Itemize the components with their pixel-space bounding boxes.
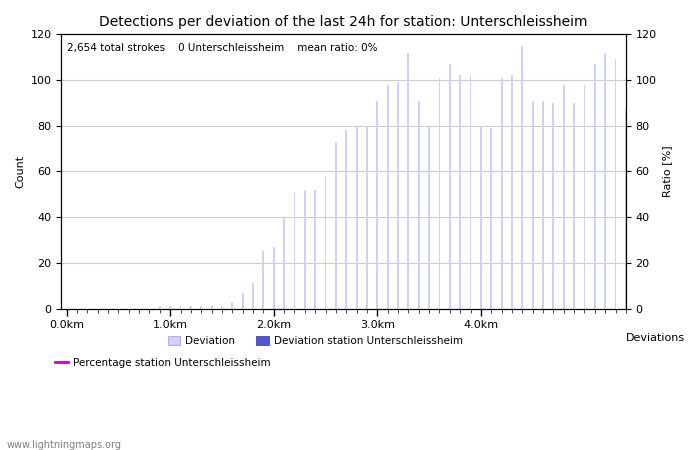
Bar: [594, 64, 596, 309]
Bar: [377, 101, 378, 309]
Y-axis label: Count: Count: [15, 155, 25, 188]
Bar: [284, 217, 285, 309]
Bar: [345, 130, 347, 309]
Text: 2,654 total strokes    0 Unterschleissheim    mean ratio: 0%: 2,654 total strokes 0 Unterschleissheim …: [67, 43, 377, 53]
Bar: [480, 126, 482, 309]
Bar: [615, 59, 617, 309]
Bar: [604, 53, 606, 309]
Bar: [252, 284, 254, 309]
Bar: [500, 78, 503, 309]
Bar: [511, 76, 513, 309]
Bar: [470, 76, 471, 309]
Bar: [438, 78, 440, 309]
Bar: [407, 53, 410, 309]
Bar: [241, 292, 244, 309]
Bar: [532, 101, 533, 309]
Bar: [418, 101, 420, 309]
Bar: [552, 103, 554, 309]
Bar: [262, 252, 265, 309]
Bar: [428, 126, 430, 309]
Bar: [459, 76, 461, 309]
Bar: [573, 103, 575, 309]
Bar: [211, 306, 213, 309]
Bar: [584, 85, 585, 309]
Bar: [397, 82, 399, 309]
Bar: [232, 302, 233, 309]
Bar: [169, 306, 171, 309]
Bar: [563, 85, 565, 309]
Bar: [180, 306, 181, 309]
Bar: [200, 306, 202, 309]
Bar: [356, 126, 358, 309]
Bar: [221, 306, 223, 309]
Bar: [335, 142, 337, 309]
Bar: [522, 46, 523, 309]
Bar: [273, 247, 274, 309]
Text: Deviations: Deviations: [626, 333, 685, 343]
Title: Detections per deviation of the last 24h for station: Unterschleissheim: Detections per deviation of the last 24h…: [99, 15, 588, 29]
Bar: [625, 110, 626, 309]
Bar: [159, 306, 161, 309]
Bar: [490, 128, 492, 309]
Bar: [304, 190, 306, 309]
Bar: [542, 101, 544, 309]
Bar: [386, 85, 389, 309]
Bar: [314, 190, 316, 309]
Bar: [190, 306, 192, 309]
Bar: [293, 192, 295, 309]
Text: www.lightningmaps.org: www.lightningmaps.org: [7, 440, 122, 450]
Bar: [449, 64, 451, 309]
Bar: [325, 176, 326, 309]
Legend: Percentage station Unterschleissheim: Percentage station Unterschleissheim: [51, 354, 275, 372]
Y-axis label: Ratio [%]: Ratio [%]: [662, 146, 672, 197]
Bar: [366, 126, 368, 309]
